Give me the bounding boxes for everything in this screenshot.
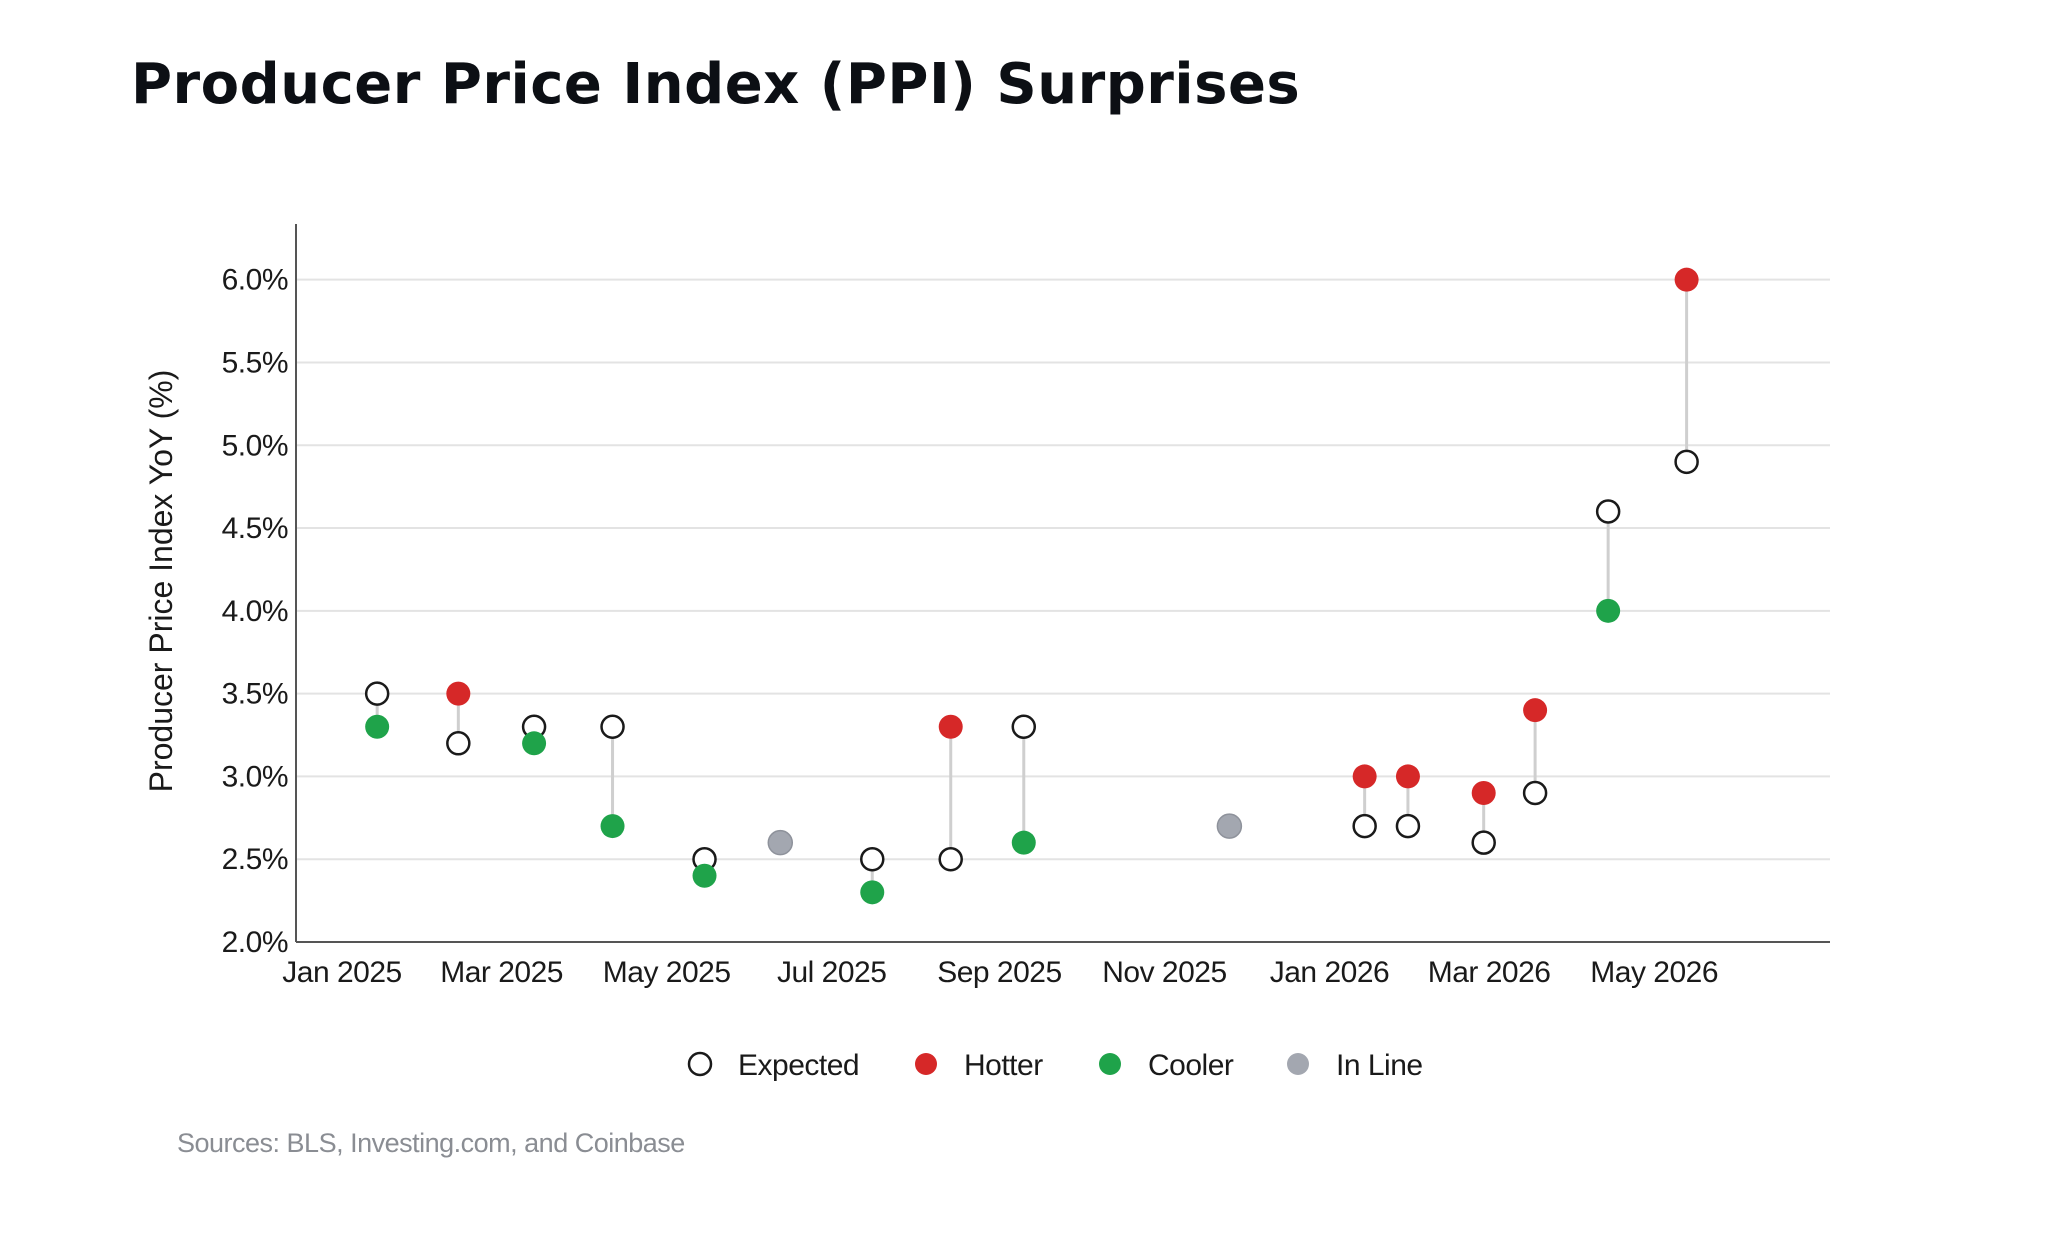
hotter-point: [1352, 764, 1377, 789]
y-tick-label: 3.0%: [222, 760, 288, 793]
expected-point: [446, 731, 471, 756]
legend: Expected Hotter Cooler In Line: [687, 1049, 1423, 1082]
x-tick-label: Mar 2026: [1428, 956, 1551, 989]
expected-point: [1471, 830, 1496, 855]
y-tick-label: 5.5%: [222, 346, 288, 379]
y-tick-label: 2.0%: [222, 926, 288, 959]
x-tick-label: Nov 2025: [1102, 956, 1226, 989]
cooler-point: [365, 714, 390, 739]
data-points: [364, 267, 1699, 905]
y-tick-label: 5.0%: [222, 429, 288, 462]
cooler-point: [860, 880, 885, 905]
hotter-point: [938, 714, 963, 739]
y-tick-label: 3.5%: [222, 678, 288, 711]
x-tick-labels: Jan 2025 Mar 2025 May 2025 Jul 2025 Sep 2025…: [282, 956, 1718, 989]
legend-label-cooler: Cooler: [1148, 1049, 1234, 1082]
gridlines: [296, 278, 1830, 861]
x-tick-label: Mar 2025: [440, 956, 563, 989]
legend-marker-cooler: [1099, 1053, 1121, 1075]
legend-label-expected: Expected: [738, 1049, 859, 1082]
cooler-point: [1011, 830, 1036, 855]
x-tick-label: Jan 2026: [1270, 956, 1389, 989]
legend-marker-in-line: [1287, 1053, 1309, 1075]
y-tick-label: 6.0%: [222, 264, 288, 297]
cooler-point: [522, 731, 547, 756]
expected-point: [1011, 714, 1037, 739]
x-tick-label: Jan 2025: [282, 956, 401, 989]
x-tick-label: Sep 2025: [937, 956, 1061, 989]
expected-point: [364, 681, 390, 706]
x-tick-label: May 2025: [603, 956, 731, 989]
page-title: Producer Price Index (PPI) Surprises: [131, 52, 1301, 117]
expected-point: [600, 714, 625, 739]
hotter-point: [1395, 764, 1420, 789]
expected-point: [1352, 813, 1377, 839]
cooler-point: [1596, 598, 1621, 623]
y-axis-label: Producer Price Index YoY (%): [143, 370, 179, 793]
x-tick-label: Jul 2025: [777, 956, 886, 989]
in-line-point: [767, 829, 794, 856]
expected-point: [1595, 499, 1621, 524]
source-note: Sources: BLS, Investing.com, and Coinbas…: [177, 1128, 685, 1158]
cooler-point: [600, 814, 625, 839]
y-tick-label: 4.0%: [222, 595, 288, 628]
y-tick-labels: 2.0% 2.5% 3.0% 3.5% 4.0% 4.5% 5.0% 5.5% 6.0%: [222, 264, 289, 959]
x-tick-label: May 2026: [1590, 956, 1718, 989]
expected-point: [1395, 813, 1421, 839]
axes: [295, 224, 1830, 943]
legend-label-in-line: In Line: [1336, 1049, 1423, 1082]
hotter-point: [1523, 698, 1548, 723]
expected-point: [1674, 449, 1699, 475]
in-line-point: [1216, 813, 1243, 839]
y-tick-label: 2.5%: [222, 843, 288, 876]
legend-marker-expected: [687, 1051, 713, 1077]
cooler-point: [692, 863, 717, 888]
y-tick-label: 4.5%: [222, 512, 288, 545]
expected-point: [860, 846, 885, 872]
legend-label-hotter: Hotter: [964, 1049, 1043, 1082]
expected-point: [1522, 780, 1548, 806]
hotter-point: [1471, 780, 1496, 805]
legend-marker-hotter: [915, 1053, 937, 1075]
hotter-point: [446, 681, 471, 706]
hotter-point: [1674, 267, 1699, 292]
expected-point: [938, 846, 963, 872]
